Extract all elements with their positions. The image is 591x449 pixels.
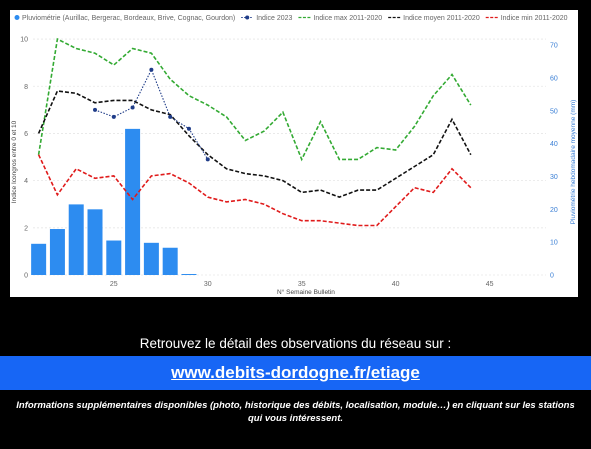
link-banner: www.debits-dordogne.fr/etiage [0,356,591,390]
legend-label: Indice 2023 [256,15,292,22]
y-right-tick-label: 30 [550,174,558,181]
y-right-tick-label: 70 [550,43,558,50]
rain-bar [162,247,178,275]
y-left-tick-label: 4 [24,178,28,185]
legend-label: Indice max 2011-2020 [313,15,382,22]
rain-bar [143,242,159,275]
series-point [130,105,135,110]
y-right-axis-title: Pluviométrie hebdomadaire moyenne (mm) [570,100,577,225]
grid [33,38,546,276]
observations-link[interactable]: www.debits-dordogne.fr/etiage [171,363,420,382]
rain-bar [181,274,197,275]
legend-label: Pluviométrie (Aurillac, Bergerac, Bordea… [22,15,235,22]
info-text: Retrouvez le détail des observations du … [139,336,452,351]
rain-bar [106,240,122,275]
x-tick-label: 30 [204,281,212,288]
series-line [94,68,209,160]
y-left-tick-label: 6 [24,131,28,138]
series-point [93,107,98,112]
legend: Pluviométrie (Aurillac, Bergerac, Bordea… [14,15,568,22]
rain-bar [125,128,141,275]
legend-label: Indice min 2011-2020 [501,15,568,22]
rain-bars [31,128,197,275]
y-right-tick-label: 40 [550,141,558,148]
rain-bar [31,243,47,275]
x-tick-label: 40 [392,281,400,288]
series-line [37,154,472,227]
chart-svg: Pluviométrie (Aurillac, Bergerac, Bordea… [11,15,577,296]
rain-bar [87,209,103,275]
series-line [37,90,472,198]
series-point [149,67,154,72]
series-point [111,114,116,119]
series-point [205,157,210,162]
y-right-tick-label: 0 [550,273,554,280]
rain-bar [49,229,65,275]
y-right-tick-label: 20 [550,207,558,214]
x-axis-title: N° Semaine Bulletin [277,288,335,296]
x-tick-label: 25 [110,281,118,288]
x-tick-label: 35 [298,281,306,288]
y-right-tick-label: 50 [550,108,558,115]
x-tick-label: 45 [486,281,494,288]
index-lines [37,37,472,227]
legend-marker [14,15,20,20]
footnote: Informations supplémentaires disponibles… [16,400,575,424]
series-point [168,114,173,119]
y-left-tick-label: 0 [24,273,28,280]
y-left-tick-label: 10 [20,37,28,44]
series-line [37,37,472,162]
y-left-axis-title: Indice Icongros entre 0 et 10 [11,120,18,203]
y-right-tick-label: 60 [550,75,558,82]
chart-panel: Pluviométrie (Aurillac, Bergerac, Bordea… [10,10,578,297]
y-right-tick-label: 10 [550,240,558,247]
y-left-tick-label: 8 [24,84,28,91]
legend-label: Indice moyen 2011-2020 [403,15,480,22]
axis-ticks: 0 2 4 6 8 10 0 10 20 30 40 50 60 70 25 30 35 40 45 [20,37,558,288]
rain-bar [68,204,84,275]
legend-marker [245,15,250,20]
series-point [186,126,191,131]
y-left-tick-label: 2 [24,225,28,232]
